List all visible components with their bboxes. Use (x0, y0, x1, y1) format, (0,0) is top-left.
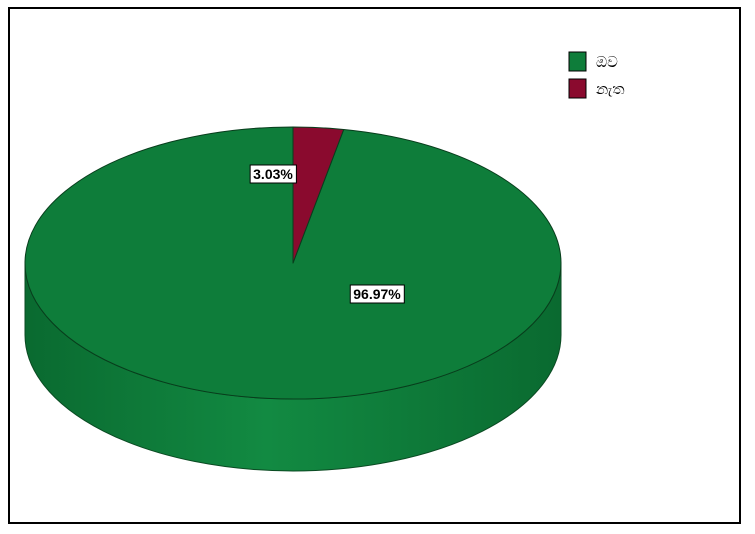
legend-label-1: ඔව (596, 53, 618, 71)
data-label-box-2 (249, 164, 297, 184)
data-label-box-1 (349, 284, 405, 304)
legend-label-2: නැත (596, 80, 625, 98)
pie-slice-2 (292, 126, 345, 264)
legend-swatch-1 (568, 51, 587, 72)
data-label-text-2: 3.03% (253, 166, 293, 182)
legend-item-2: නැත (568, 78, 625, 99)
data-label-2: 3.03% (249, 164, 297, 184)
legend-item-1: ඔව (568, 51, 618, 72)
legend: ඔව නැත (568, 51, 625, 99)
data-label-text-1: 96.97% (353, 286, 401, 302)
legend-swatch-2 (568, 78, 587, 99)
data-label-1: 96.97% (349, 284, 405, 304)
